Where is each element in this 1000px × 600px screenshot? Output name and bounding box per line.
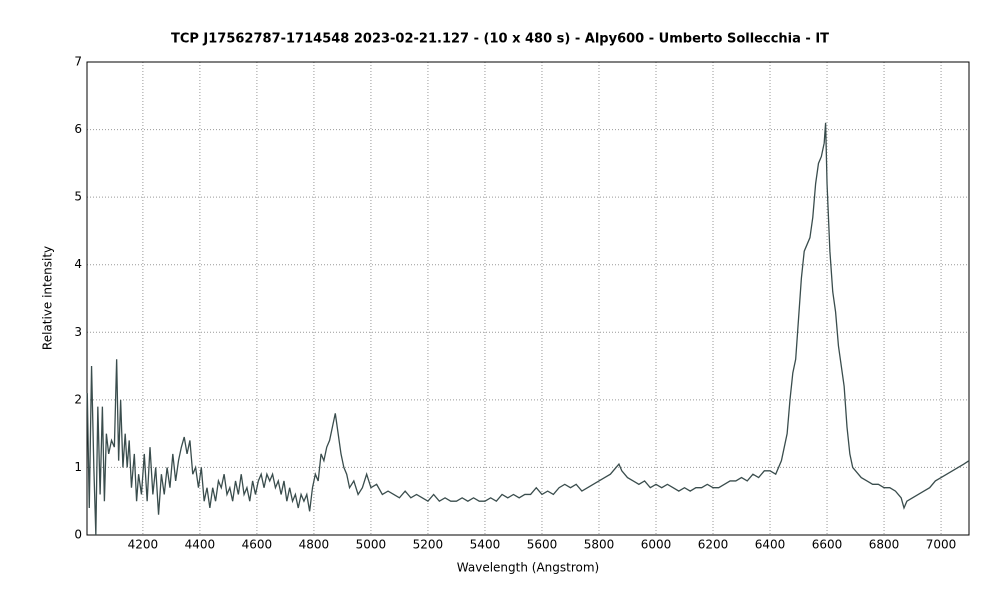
y-axis-label: Relative intensity bbox=[41, 246, 55, 350]
spectrum-line bbox=[86, 122, 970, 536]
x-tick-label: 4200 bbox=[128, 538, 159, 552]
x-tick-label: 4600 bbox=[242, 538, 273, 552]
y-tick-label: 5 bbox=[74, 190, 82, 204]
x-axis-label: Wavelength (Angstrom) bbox=[457, 561, 599, 575]
y-tick-label: 1 bbox=[74, 460, 82, 474]
x-tick-label: 6800 bbox=[869, 538, 900, 552]
y-tick-label: 2 bbox=[74, 392, 82, 406]
x-tick-label: 4800 bbox=[299, 538, 330, 552]
x-tick-label: 7000 bbox=[926, 538, 957, 552]
x-tick-label: 6200 bbox=[698, 538, 729, 552]
y-tick-label: 4 bbox=[74, 257, 82, 271]
x-tick-label: 5400 bbox=[470, 538, 501, 552]
x-tick-label: 6400 bbox=[755, 538, 786, 552]
x-tick-label: 4400 bbox=[185, 538, 216, 552]
x-tick-label: 5200 bbox=[413, 538, 444, 552]
y-tick-label: 6 bbox=[74, 122, 82, 136]
y-tick-label: 3 bbox=[74, 325, 82, 339]
x-tick-label: 6000 bbox=[641, 538, 672, 552]
plot-frame bbox=[86, 61, 970, 536]
x-tick-label: 5800 bbox=[584, 538, 615, 552]
y-tick-label: 0 bbox=[74, 528, 82, 542]
x-tick-label: 5600 bbox=[527, 538, 558, 552]
chart-title: TCP J17562787-1714548 2023-02-21.127 - (… bbox=[171, 32, 829, 47]
x-tick-label: 6600 bbox=[812, 538, 843, 552]
y-tick-label: 7 bbox=[74, 55, 82, 69]
x-tick-label: 5000 bbox=[356, 538, 387, 552]
